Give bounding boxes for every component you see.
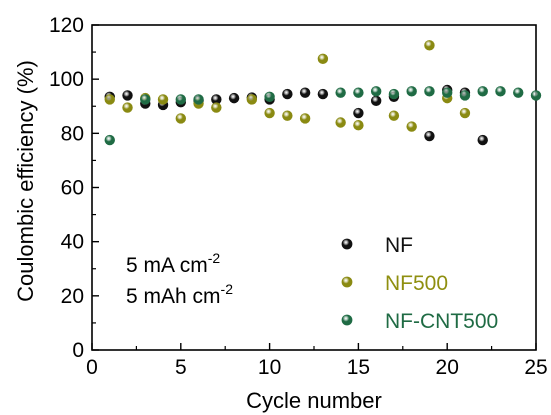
data-point xyxy=(353,107,364,119)
data-point xyxy=(264,107,275,119)
data-point xyxy=(335,117,346,128)
data-point xyxy=(246,94,258,105)
y-axis-title: Coulombic efficiency (%) xyxy=(13,60,38,302)
data-point xyxy=(282,88,293,100)
data-point xyxy=(104,94,115,105)
data-point xyxy=(353,87,364,98)
data-point xyxy=(335,87,346,98)
data-point xyxy=(299,113,311,124)
data-point xyxy=(282,110,293,121)
data-point xyxy=(122,102,133,113)
data-point xyxy=(317,53,329,65)
data-point xyxy=(104,134,115,146)
series-nf500 xyxy=(104,40,471,132)
x-tick-label: 15 xyxy=(347,356,370,379)
y-tick-label: 40 xyxy=(61,231,84,254)
data-point xyxy=(211,94,222,105)
legend-marker xyxy=(341,238,353,250)
legend-label: NF xyxy=(385,234,413,257)
legend-item: NF-CNT500 xyxy=(341,310,498,333)
data-point xyxy=(370,86,382,97)
data-point xyxy=(530,90,542,101)
data-point xyxy=(193,94,204,105)
data-point xyxy=(175,113,186,124)
data-point xyxy=(424,130,435,142)
legend-item: NF xyxy=(341,234,413,257)
data-point xyxy=(513,87,524,98)
data-point xyxy=(388,88,400,100)
data-point xyxy=(388,110,400,121)
data-point xyxy=(140,94,151,105)
annotation-current-density: 5 mA cm-2 xyxy=(126,250,220,277)
y-tick-label: 20 xyxy=(61,285,84,308)
annotation-capacity: 5 mAh cm-2 xyxy=(126,281,233,308)
data-point xyxy=(122,90,133,101)
x-tick-label: 20 xyxy=(436,356,459,379)
data-point xyxy=(353,120,364,131)
y-tick-label: 100 xyxy=(49,68,84,91)
y-tick-label: 60 xyxy=(61,177,84,200)
data-point xyxy=(477,134,488,146)
x-tick-label: 0 xyxy=(86,356,98,379)
y-tick-label: 80 xyxy=(61,122,84,145)
data-point xyxy=(406,121,417,132)
data-point xyxy=(442,87,453,98)
data-point xyxy=(211,102,222,113)
data-point xyxy=(477,86,488,97)
data-point xyxy=(424,86,435,97)
legend-marker xyxy=(341,276,353,288)
x-tick-label: 25 xyxy=(524,356,547,379)
condition-annotation: 5 mA cm-2 5 mAh cm-2 xyxy=(126,250,233,308)
data-points xyxy=(104,40,542,146)
data-point xyxy=(228,92,240,104)
data-point xyxy=(299,87,311,98)
legend-label: NF-CNT500 xyxy=(385,310,498,333)
data-point xyxy=(370,95,382,107)
legend: NF NF500 NF-CNT500 xyxy=(341,234,498,333)
legend-marker xyxy=(341,314,353,326)
y-tick-label: 120 xyxy=(49,14,84,37)
axis-ticks xyxy=(91,24,537,351)
data-point xyxy=(157,94,169,105)
axis-tick-labels: 0 5 10 15 20 25 0 20 40 60 80 100 120 xyxy=(49,14,548,379)
data-point xyxy=(495,86,506,97)
y-tick-label: 0 xyxy=(72,339,84,362)
data-point xyxy=(175,94,186,105)
data-point xyxy=(459,90,471,101)
x-tick-label: 5 xyxy=(175,356,187,379)
data-point xyxy=(264,91,275,102)
series-nf-cnt500 xyxy=(104,86,542,146)
x-axis-title: Cycle number xyxy=(246,388,382,413)
legend-label: NF500 xyxy=(385,272,448,295)
data-point xyxy=(424,40,435,51)
data-point xyxy=(459,107,471,119)
data-point xyxy=(317,88,329,100)
x-tick-label: 10 xyxy=(258,356,281,379)
legend-item: NF500 xyxy=(341,272,448,295)
data-point xyxy=(406,86,417,97)
